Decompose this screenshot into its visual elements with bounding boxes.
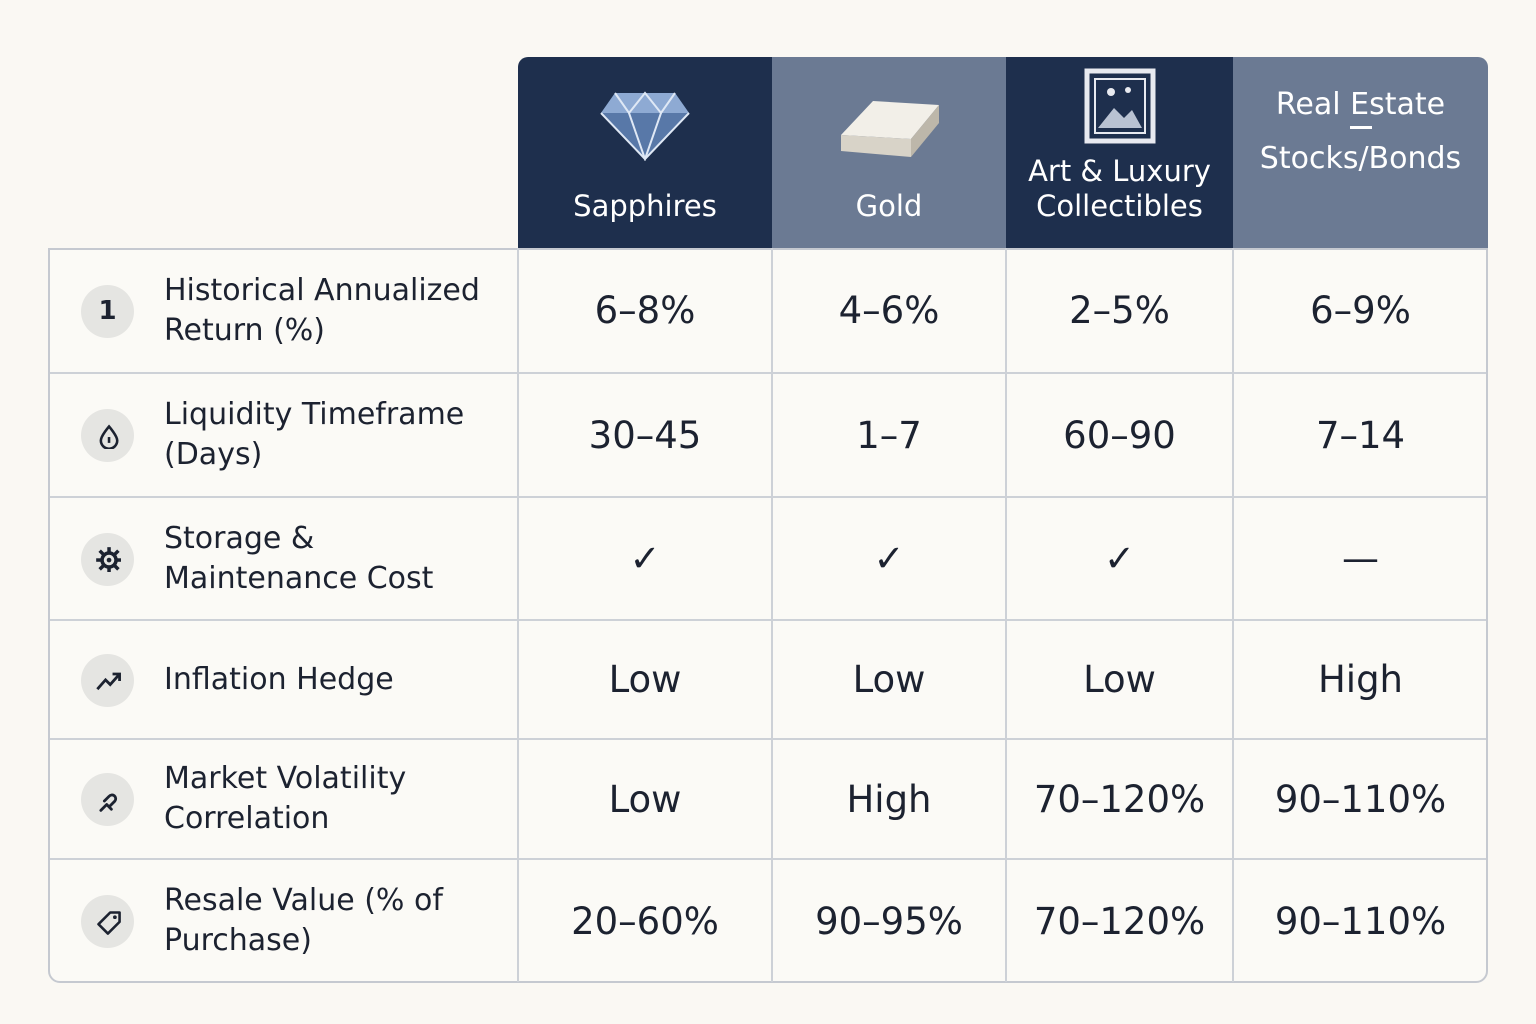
- column-divider: [1232, 248, 1234, 982]
- row-label: Liquidity Timeframe (Days): [164, 397, 465, 472]
- diamond-icon: [600, 91, 690, 161]
- cell-value: 90–110%: [1274, 899, 1447, 943]
- row-divider: [50, 619, 1486, 621]
- cell-value: High: [1317, 658, 1404, 701]
- row-icon-glyph: [95, 672, 121, 691]
- cell-value: ✓: [873, 537, 905, 580]
- cell-value: 2–5%: [1069, 289, 1170, 332]
- column-divider: [517, 248, 519, 982]
- row-icon: [81, 773, 134, 826]
- row-icon: [81, 409, 134, 462]
- cell-value: 90–110%: [1274, 777, 1447, 821]
- cell-value: 70–120%: [1033, 899, 1206, 943]
- cell-value: Low: [852, 658, 926, 701]
- row-divider: [50, 858, 1486, 860]
- cell-value: 6–9%: [1310, 289, 1411, 332]
- cell-value: High: [846, 777, 932, 821]
- row-icon: [81, 895, 134, 948]
- cell-value: 6–8%: [594, 289, 696, 332]
- row-icon-glyph: [99, 424, 119, 449]
- cell-value: 70–120%: [1033, 777, 1206, 821]
- column-header: Art & Luxury Collectibles: [1006, 57, 1233, 248]
- cell-value: 90–95%: [815, 899, 963, 943]
- row-label: Historical Annualized Return (%): [164, 272, 480, 348]
- cell-value: Low: [1083, 658, 1156, 701]
- cell-value: ✓: [629, 537, 661, 580]
- table-body: [48, 248, 1488, 983]
- column-header: Real Estate Stocks/Bonds: [1233, 57, 1488, 248]
- column-label: Sapphires: [573, 189, 717, 223]
- cell-value: ✓: [1103, 537, 1135, 580]
- row-divider: [50, 738, 1486, 740]
- row-icon: [81, 653, 134, 707]
- column-header: Gold: [772, 57, 1006, 248]
- row-icon-glyph: [98, 793, 117, 812]
- frame-icon: [1084, 68, 1155, 144]
- row-icon-glyph: [95, 547, 121, 572]
- column-header: Sapphires: [518, 57, 772, 248]
- column-divider: [1005, 248, 1007, 982]
- cell-value: 20–60%: [571, 899, 719, 943]
- row-divider: [50, 372, 1486, 374]
- cell-value: 4–6%: [838, 289, 940, 332]
- row-icon: [81, 532, 134, 586]
- row-label: Inflation Hedge: [164, 661, 394, 697]
- separator-dash: [1349, 126, 1372, 129]
- cell-value: 1–7: [856, 413, 922, 457]
- column-label: Real Estate: [1275, 87, 1446, 122]
- row-label: Resale Value (% of Purchase): [164, 883, 443, 958]
- cell-value: Low: [608, 777, 682, 821]
- gold-bar-icon: [841, 101, 939, 157]
- cell-value: 60–90: [1063, 413, 1176, 457]
- row-label: Market Volatility Correlation: [164, 761, 407, 836]
- cell-value: 7–14: [1315, 413, 1406, 457]
- row-icon: 1: [81, 284, 134, 338]
- cell-value: 30–45: [588, 413, 702, 457]
- row-label: Storage & Maintenance Cost: [164, 520, 434, 596]
- column-label: Art & Luxury Collectibles: [1028, 154, 1211, 223]
- row-icon-glyph: [96, 910, 121, 935]
- column-divider: [771, 248, 773, 982]
- column-label: Gold: [855, 189, 923, 223]
- row-divider: [50, 496, 1486, 498]
- cell-value: —: [1342, 537, 1379, 580]
- column-sublabel: Stocks/Bonds: [1259, 141, 1462, 176]
- cell-value: Low: [608, 658, 682, 701]
